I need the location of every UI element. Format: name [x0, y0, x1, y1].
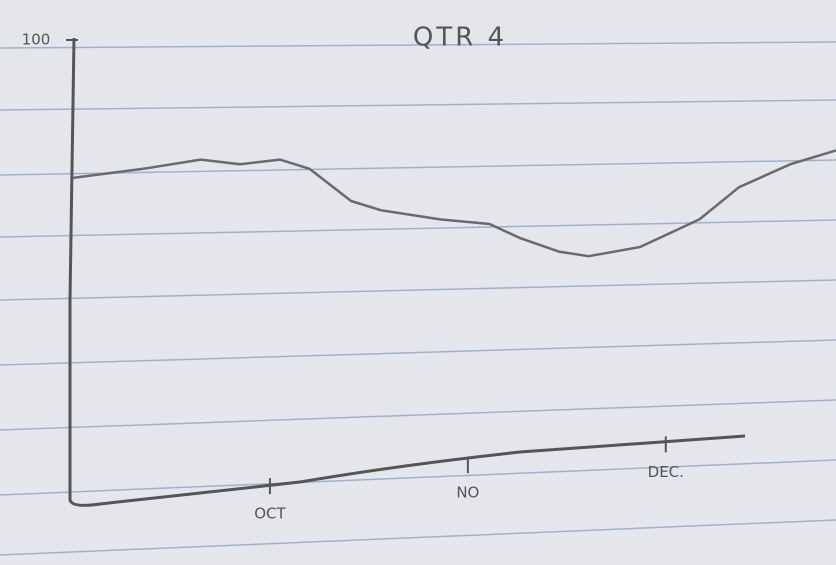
x-tick-label: NO: [456, 484, 479, 502]
data-line: [71, 149, 836, 258]
paper-lines: [0, 41, 836, 556]
axes: [68, 37, 746, 507]
y-tick-label: 100: [22, 31, 51, 49]
x-tick-label: DEC.: [648, 463, 684, 481]
x-tick-label: OCT: [254, 505, 286, 523]
chart-title: QTR 4: [413, 23, 507, 53]
